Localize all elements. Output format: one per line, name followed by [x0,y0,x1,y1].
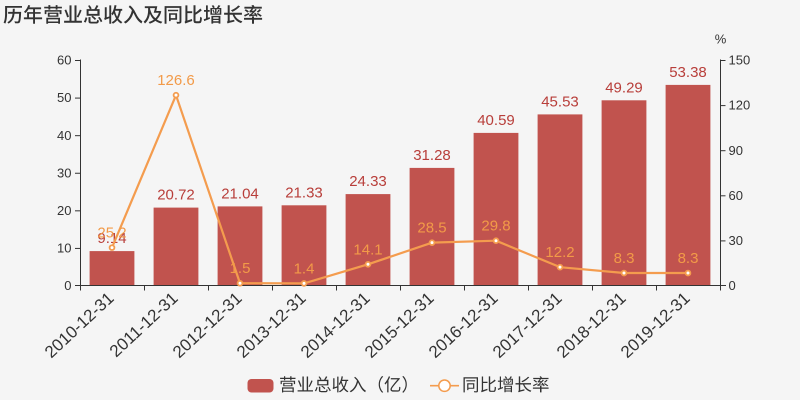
svg-text:0: 0 [64,278,71,293]
svg-text:9.14: 9.14 [97,230,126,247]
svg-text:10: 10 [57,241,71,256]
svg-text:14.1: 14.1 [353,241,382,258]
svg-text:2015-12-31: 2015-12-31 [361,289,438,362]
svg-text:40: 40 [57,128,71,143]
svg-text:31.28: 31.28 [413,147,451,164]
svg-text:28.5: 28.5 [417,220,446,237]
svg-text:1.4: 1.4 [294,260,315,277]
svg-text:2014-12-31: 2014-12-31 [297,289,374,362]
svg-text:20.72: 20.72 [157,187,195,204]
svg-text:12.2: 12.2 [545,244,574,261]
svg-text:25.2: 25.2 [97,225,126,242]
svg-text:45.53: 45.53 [541,93,579,110]
svg-text:29.8: 29.8 [481,218,510,235]
svg-text:21.33: 21.33 [285,184,323,201]
svg-text:2016-12-31: 2016-12-31 [425,289,502,362]
svg-text:24.33: 24.33 [349,173,387,190]
svg-text:53.38: 53.38 [669,64,707,81]
svg-text:20: 20 [57,203,71,218]
svg-text:126.6: 126.6 [157,72,195,89]
svg-text:40.59: 40.59 [477,112,515,129]
svg-text:1.5: 1.5 [230,260,251,277]
svg-text:90: 90 [729,143,743,158]
svg-text:0: 0 [729,278,736,293]
svg-text:60: 60 [57,53,71,68]
svg-text:21.04: 21.04 [221,185,259,202]
svg-text:2012-12-31: 2012-12-31 [169,289,246,362]
svg-text:2010-12-31: 2010-12-31 [41,289,118,362]
svg-text:30: 30 [729,233,743,248]
svg-text:150: 150 [729,53,751,68]
svg-text:30: 30 [57,165,71,180]
svg-text:120: 120 [729,98,751,113]
svg-text:2017-12-31: 2017-12-31 [489,289,566,362]
svg-text:50: 50 [57,90,71,105]
svg-text:60: 60 [729,188,743,203]
svg-text:49.29: 49.29 [605,79,643,96]
svg-text:2019-12-31: 2019-12-31 [617,289,694,362]
svg-text:8.3: 8.3 [678,250,699,267]
svg-text:%: % [715,31,727,46]
svg-text:2018-12-31: 2018-12-31 [553,289,630,362]
svg-text:2013-12-31: 2013-12-31 [233,289,310,362]
svg-text:8.3: 8.3 [614,250,635,267]
